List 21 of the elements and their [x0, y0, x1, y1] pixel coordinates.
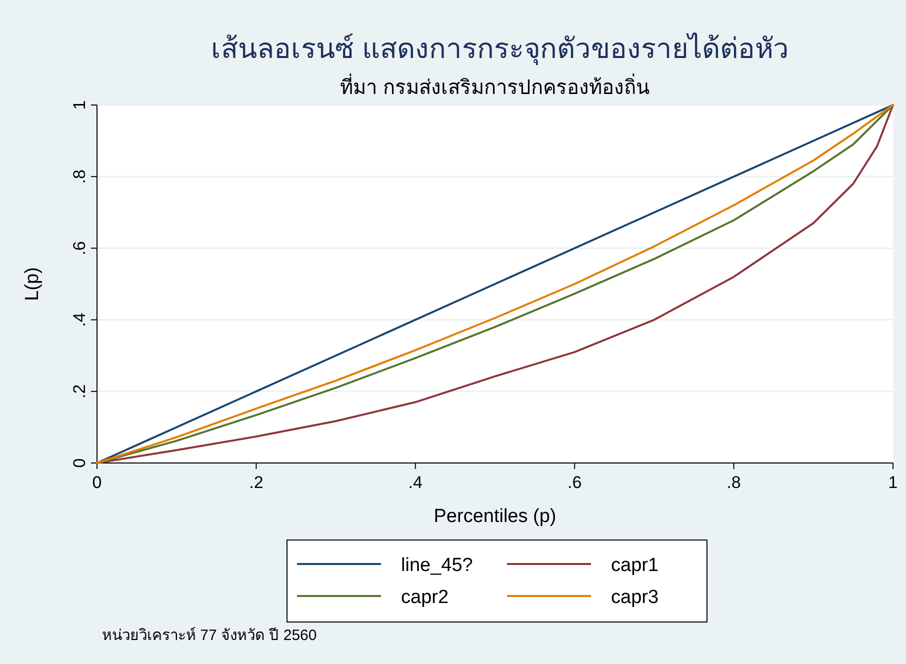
- legend-label: capr3: [611, 587, 659, 608]
- legend-label: capr2: [401, 587, 449, 608]
- y-tick-label: .6: [70, 241, 89, 256]
- x-axis-title: Percentiles (p): [434, 506, 556, 527]
- y-tick-label: .8: [70, 170, 89, 184]
- y-tick-label: .2: [70, 384, 89, 398]
- legend-label: capr1: [611, 555, 659, 576]
- x-tick-label: .4: [408, 473, 422, 492]
- x-tick-label: .8: [726, 473, 741, 492]
- chart-title: เส้นลอเรนซ์ แสดงการกระจุกตัวของรายได้ต่อหัว: [211, 33, 789, 66]
- x-tick-label: .6: [568, 473, 582, 492]
- chart-subtitle: ที่มา กรมส่งเสริมการปกครองท้องถิ่น: [340, 73, 650, 99]
- y-tick-label: .4: [70, 312, 89, 327]
- x-tick-label: 0: [92, 473, 102, 492]
- x-tick-label: .2: [249, 473, 264, 492]
- y-axis-title: L(p): [22, 267, 43, 301]
- x-tick-label: 1: [888, 473, 898, 492]
- y-tick-label: 0: [70, 458, 89, 468]
- legend-label: line_45?: [401, 555, 473, 576]
- text: หน่วยวิเคราะห์ 77 จังหวัด ปี 2560: [102, 627, 317, 644]
- y-tick-label: 1: [70, 100, 89, 110]
